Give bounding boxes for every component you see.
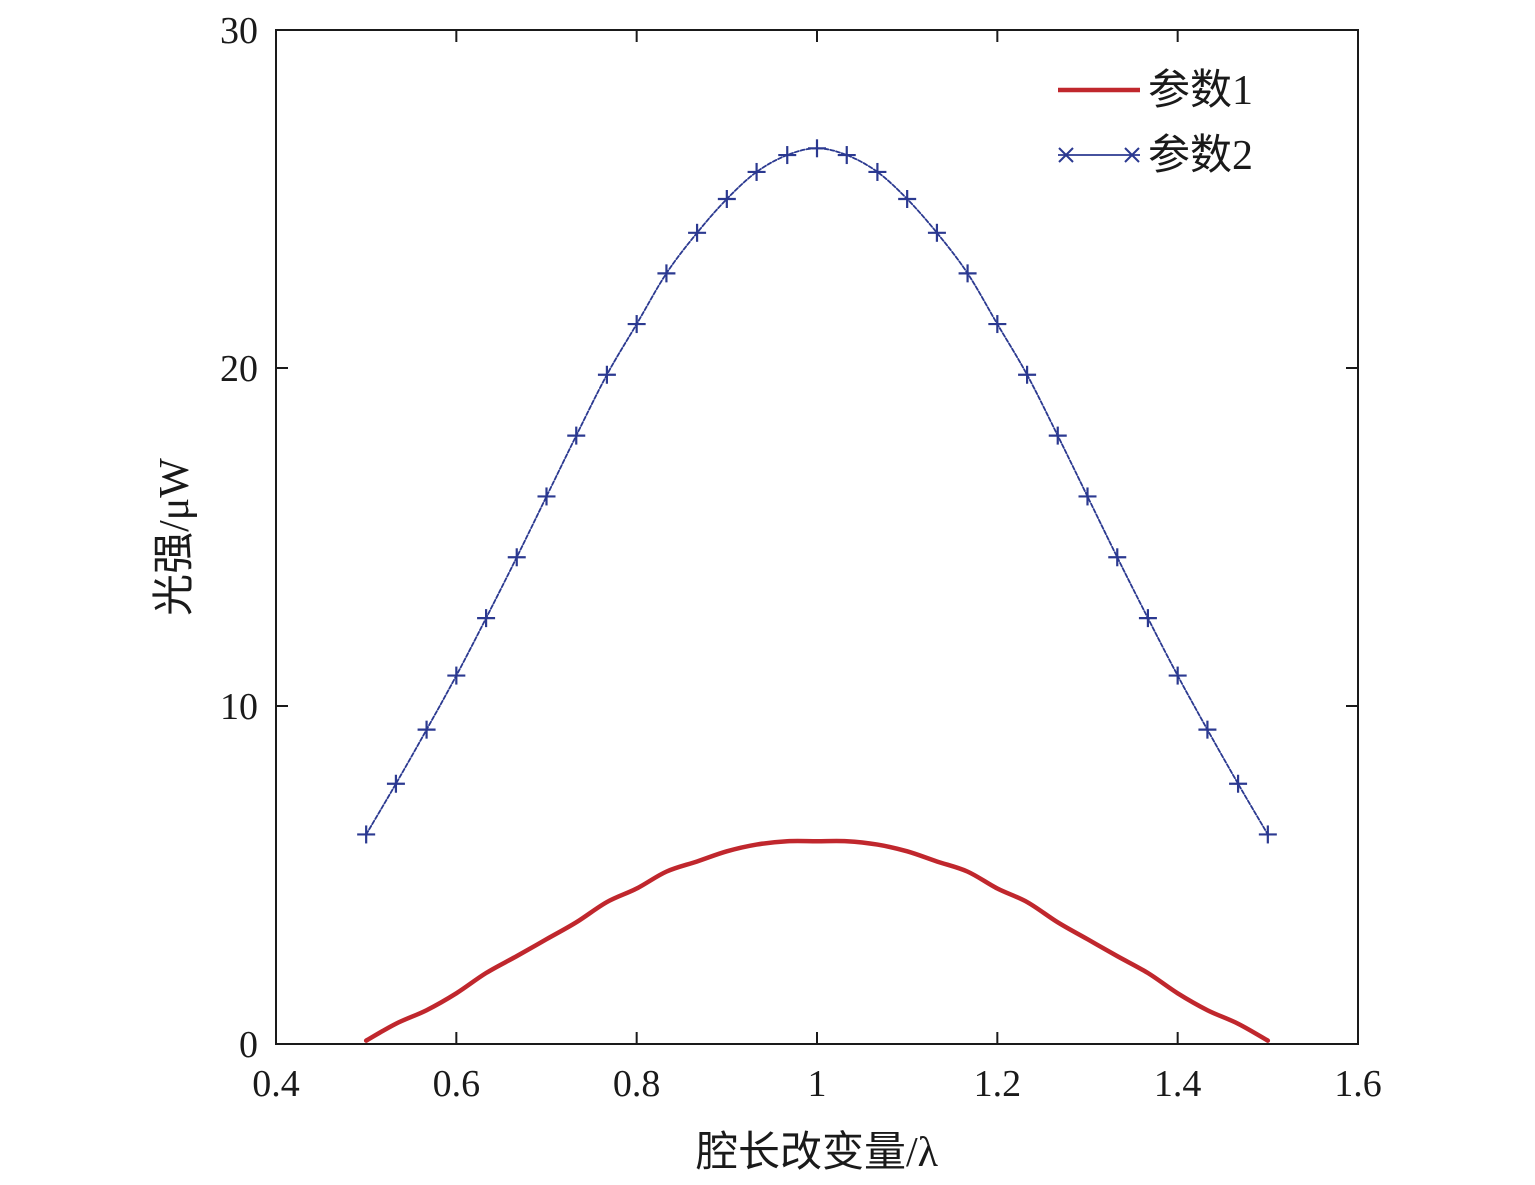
series-1 (363, 838, 1271, 1043)
series-2 (357, 139, 1277, 844)
series-2-point (837, 146, 856, 165)
y-tick-label: 30 (220, 10, 258, 52)
y-tick-label: 20 (220, 348, 258, 390)
series-2-point (717, 190, 736, 208)
y-tick-label: 0 (239, 1024, 258, 1066)
series-2-line (365, 147, 1269, 836)
series-2-point (1108, 548, 1127, 567)
series-2-point (958, 264, 977, 283)
series-2-point (1168, 666, 1187, 685)
series-2-point (507, 548, 526, 567)
series-2-point (537, 487, 556, 506)
series-2-point (747, 162, 766, 181)
series-2-point (477, 609, 496, 628)
series-1-line (363, 838, 1271, 1043)
series-2-point (988, 315, 1007, 334)
series-2-point (927, 223, 946, 242)
series-2-point (1258, 825, 1277, 844)
series-2-point (808, 139, 826, 158)
plot-frame (275, 29, 1359, 1045)
x-tick-label: 1.6 (1334, 1063, 1382, 1105)
series-2-point (868, 162, 887, 181)
x-tick-label: 1.4 (1154, 1063, 1202, 1105)
series-2-point (1138, 609, 1157, 628)
series-2-point (898, 190, 917, 208)
series-2-point (688, 223, 707, 242)
legend-item-2: 参数2 (1058, 132, 1253, 179)
series-2-point (778, 146, 797, 165)
ticks-layer: 0.4 0.6 0.8 1 1.2 1.4 1.6 0 10 20 30 (220, 10, 1382, 1105)
y-tick-label: 10 (220, 686, 258, 728)
y-axis-title: 光强/μW (152, 458, 198, 616)
legend-item-1: 参数1 (1058, 67, 1253, 114)
x-tick-label: 0.6 (433, 1063, 481, 1105)
series-2-point (1048, 426, 1067, 445)
series-2-point (386, 774, 405, 793)
series-layer (357, 139, 1277, 1043)
series-2-point (1078, 487, 1097, 506)
x-tick-label: 1 (808, 1063, 827, 1105)
series-2-point (657, 264, 676, 283)
series-2-point (567, 426, 586, 445)
x-axis-title: 腔长改变量/λ (696, 1129, 939, 1176)
series-2-point (357, 825, 376, 844)
series-2-point (1229, 774, 1248, 793)
x-tick-label: 0.4 (252, 1063, 300, 1105)
series-2-point (597, 365, 616, 384)
series-2-point (447, 666, 466, 685)
x-tick-label: 0.8 (613, 1063, 661, 1105)
legend-label-2: 参数2 (1148, 132, 1253, 179)
x-tick-label: 1.2 (974, 1063, 1022, 1105)
series-2-point (1018, 365, 1037, 384)
legend-label-1: 参数1 (1148, 67, 1253, 114)
series-2-point (417, 720, 436, 739)
series-2-point (1198, 720, 1217, 739)
series-2-point (627, 315, 646, 334)
